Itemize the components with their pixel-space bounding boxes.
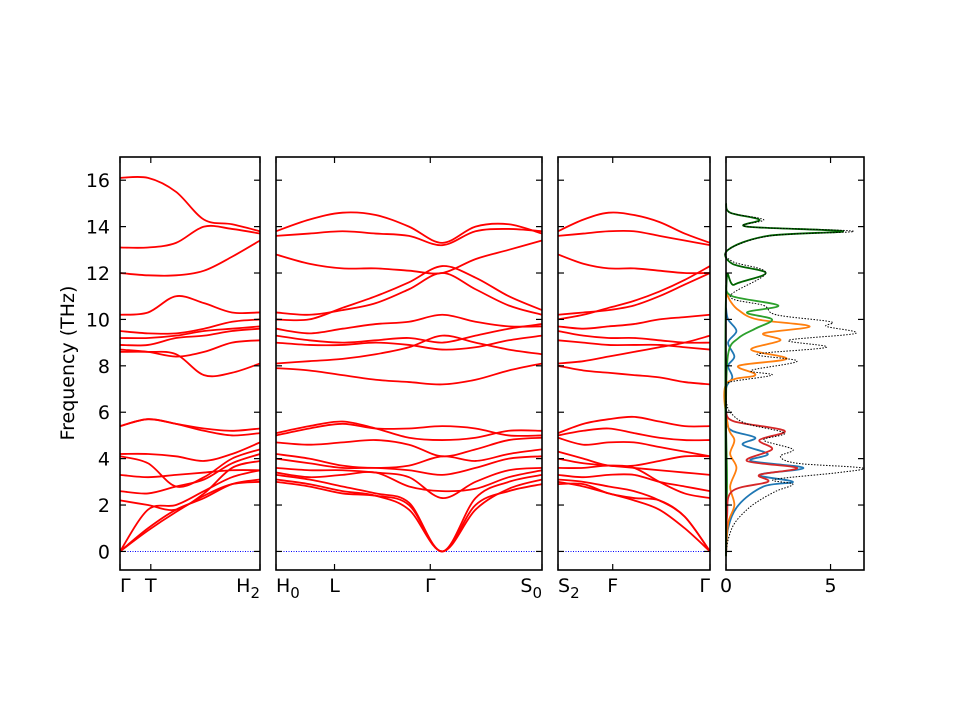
phonon-band-8 xyxy=(557,436,711,458)
phonon-band-4 xyxy=(119,460,261,511)
phonon-band-10 xyxy=(557,427,711,442)
x-tick-label-3: H2 xyxy=(236,575,260,602)
phonon-band-14 xyxy=(275,323,543,344)
x-tick-label-1: H0 xyxy=(276,575,300,602)
phonon-band-18 xyxy=(119,224,261,249)
y-tick-label: 4 xyxy=(98,449,110,471)
phonon-band-6 xyxy=(557,457,711,476)
phonon-band-9 xyxy=(119,418,261,437)
phonon-band-12 xyxy=(557,334,711,365)
panel-frame xyxy=(725,156,865,571)
phonon-band-12 xyxy=(119,339,261,358)
phonon-band-4 xyxy=(557,473,711,492)
phonon-band-15 xyxy=(557,313,711,330)
y-tick-label: 10 xyxy=(86,309,110,331)
phonon-band-14 xyxy=(557,330,711,344)
phonon-band-4 xyxy=(275,469,543,493)
panel-frame xyxy=(557,156,711,571)
phonon-band-6 xyxy=(119,469,261,479)
phonon-band-7 xyxy=(557,450,711,468)
y-tick-label: 14 xyxy=(86,217,110,239)
phonon-band-15 xyxy=(119,318,261,335)
phonon-band-9 xyxy=(275,422,543,437)
phonon-band-16 xyxy=(275,272,543,316)
x-tick-label-2: T xyxy=(144,575,157,597)
x-tick-label-2: L xyxy=(329,575,340,597)
y-axis-label: Frequency (THz) xyxy=(57,286,79,441)
phonon-band-17 xyxy=(275,265,543,322)
phonon-band-10 xyxy=(275,420,543,441)
phonon-band-10 xyxy=(119,418,261,432)
phonon-band-2 xyxy=(557,480,711,553)
phonon-band-19 xyxy=(275,228,543,247)
phonon-band-17 xyxy=(557,265,711,321)
phonon-band-16 xyxy=(119,295,261,316)
phonon-band-7 xyxy=(119,448,261,488)
phonon-band-15 xyxy=(275,313,543,335)
y-tick-label: 12 xyxy=(86,263,110,285)
band-panel-1: 0 2 4 6 8 10 12 14 16 Γ T H2 xyxy=(86,156,261,602)
dos-x-tick-label-1: 0 xyxy=(720,575,732,597)
y-tick-label: 0 xyxy=(98,541,110,563)
phonon-band-13 xyxy=(119,327,261,347)
phonon-band-18 xyxy=(557,253,711,275)
phonon-band-13 xyxy=(557,339,711,351)
phonon-band-3 xyxy=(557,478,711,552)
y-tick-label: 6 xyxy=(98,402,110,424)
phonon-band-1 xyxy=(119,478,261,553)
panel-frame xyxy=(275,156,543,571)
phonon-band-3 xyxy=(119,469,261,552)
phonon-band-11 xyxy=(275,362,543,386)
phonon-band-13 xyxy=(275,334,543,351)
x-tick-label-3: Γ xyxy=(425,575,436,597)
y-tick-label: 16 xyxy=(86,170,110,192)
total-dos-curve xyxy=(724,203,865,557)
partial-dos-curve-4 xyxy=(725,411,798,557)
phonon-band-12 xyxy=(275,334,543,365)
phonon-band-11 xyxy=(557,364,711,386)
phonon-band-8 xyxy=(275,436,543,458)
phonon-band-20 xyxy=(275,211,543,244)
phonon-band-7 xyxy=(275,448,543,469)
partial-dos-curve-5 xyxy=(724,203,845,557)
phonon-band-14 xyxy=(119,325,261,340)
x-tick-label-2: F xyxy=(607,575,618,597)
phonon-band-5 xyxy=(275,467,543,499)
phonon-band-20 xyxy=(557,211,711,244)
y-tick-label: 8 xyxy=(98,356,110,378)
phonon-band-2 xyxy=(275,478,543,553)
phonon-band-3 xyxy=(275,473,543,553)
x-tick-label-3: Γ xyxy=(699,575,710,597)
phonon-band-6 xyxy=(275,455,543,476)
phonon-band-19 xyxy=(557,229,711,247)
panel-frame xyxy=(119,156,261,571)
dos-x-tick-label-2: 5 xyxy=(824,575,836,597)
phonon-band-17 xyxy=(119,239,261,277)
phonon-band-9 xyxy=(557,415,711,434)
phonon-band-18 xyxy=(275,239,543,275)
phonon-band-16 xyxy=(557,272,711,316)
partial-dos-curve-2 xyxy=(723,291,811,557)
x-tick-label-4: S0 xyxy=(520,575,542,602)
x-tick-label-1: S2 xyxy=(558,575,580,602)
band-panel-2: H0 L Γ S0 xyxy=(275,156,543,602)
phonon-band-8 xyxy=(119,441,261,462)
y-tick-label: 2 xyxy=(98,495,110,517)
band-panel-3: S2 F Γ xyxy=(557,156,711,602)
phonon-band-19 xyxy=(119,175,261,233)
x-tick-label-1: Γ xyxy=(120,575,131,597)
